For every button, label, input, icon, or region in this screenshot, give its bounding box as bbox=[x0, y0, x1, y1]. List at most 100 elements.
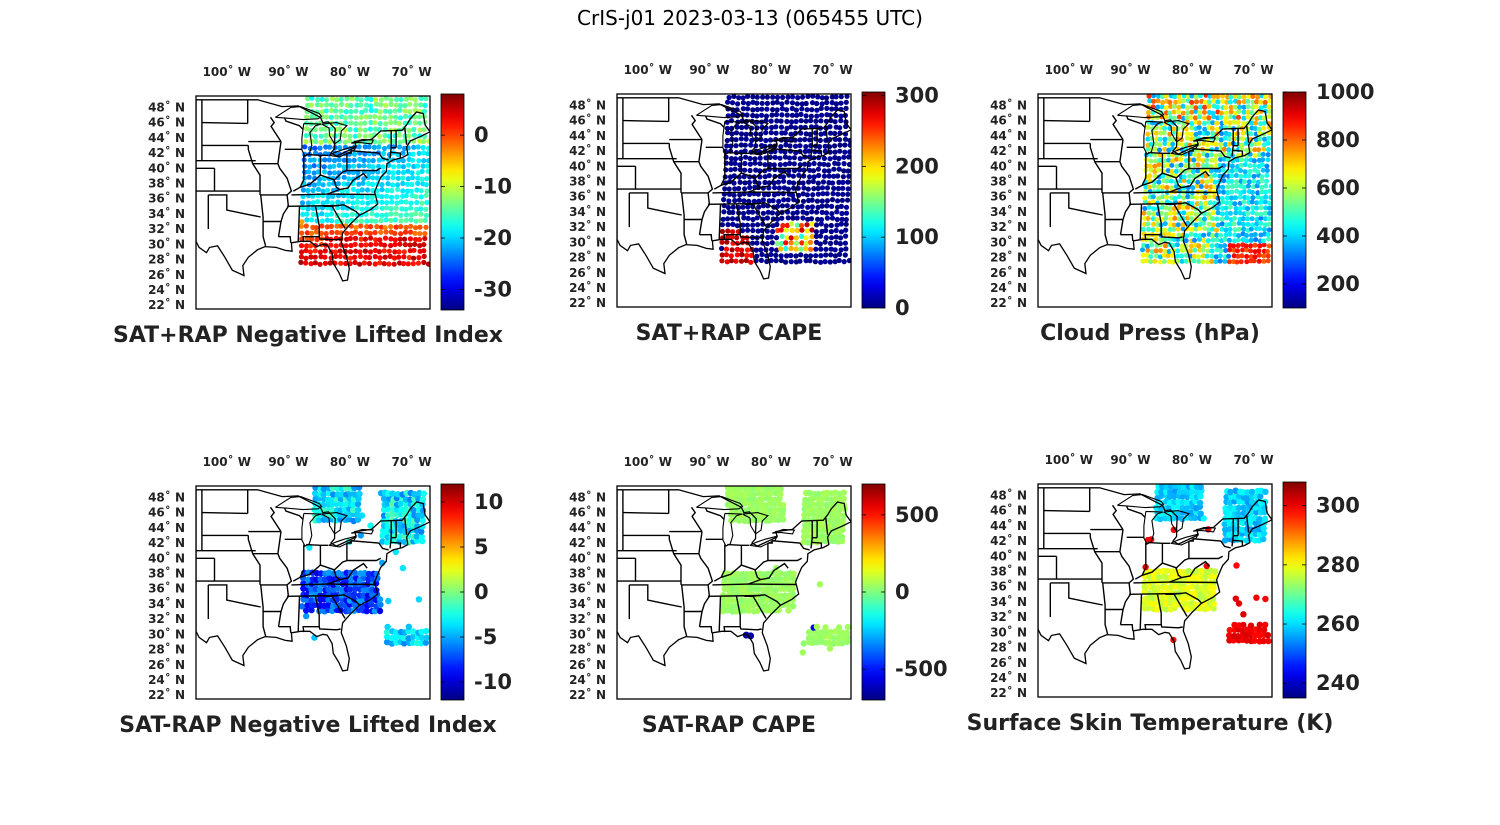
pixel bbox=[758, 136, 764, 142]
pixel bbox=[406, 127, 412, 133]
pixel bbox=[1176, 114, 1182, 120]
pixel bbox=[314, 237, 320, 243]
pixel bbox=[1247, 526, 1255, 533]
pixel bbox=[1162, 146, 1168, 152]
pixel bbox=[412, 97, 418, 103]
lat-tick-label: 22˚ N bbox=[569, 295, 606, 310]
pixel bbox=[1146, 94, 1152, 99]
state-border bbox=[1126, 115, 1146, 128]
pixel bbox=[1249, 110, 1255, 116]
pixel bbox=[1180, 142, 1185, 148]
pixel bbox=[346, 163, 352, 169]
pixel bbox=[770, 107, 776, 113]
pixel bbox=[383, 96, 389, 101]
pixel bbox=[835, 191, 841, 197]
lat-tick-label: 40˚ N bbox=[148, 550, 185, 565]
pixel bbox=[823, 252, 829, 258]
pixel bbox=[369, 591, 376, 598]
state-border bbox=[333, 169, 348, 181]
pixel bbox=[354, 500, 362, 508]
pixel bbox=[799, 649, 806, 656]
pixel bbox=[342, 486, 350, 492]
pixel bbox=[1215, 222, 1221, 228]
pixel bbox=[397, 144, 403, 150]
pixel bbox=[323, 97, 329, 103]
pixel bbox=[359, 194, 365, 200]
pixel bbox=[1145, 124, 1151, 130]
pixel bbox=[730, 112, 736, 118]
pixel bbox=[1212, 173, 1218, 178]
pixel bbox=[779, 112, 785, 118]
pixel bbox=[418, 211, 424, 217]
pixel bbox=[1194, 99, 1199, 105]
pixel bbox=[773, 252, 779, 258]
state-border bbox=[291, 174, 341, 196]
pixel bbox=[1211, 568, 1219, 575]
pixel bbox=[832, 119, 838, 125]
pixel bbox=[1200, 259, 1206, 265]
pixel bbox=[305, 96, 311, 102]
pixel bbox=[1253, 104, 1259, 110]
pixel bbox=[784, 125, 790, 131]
pixel bbox=[1223, 232, 1229, 238]
pixel bbox=[335, 175, 341, 181]
pixel bbox=[1204, 184, 1210, 190]
pixel bbox=[815, 94, 821, 100]
pixel bbox=[306, 174, 312, 180]
pixel bbox=[413, 225, 419, 231]
pixel bbox=[304, 211, 310, 217]
state-border bbox=[306, 543, 329, 546]
pixel bbox=[1256, 126, 1262, 132]
pixel bbox=[1223, 205, 1229, 211]
pixel bbox=[372, 247, 378, 254]
pixel bbox=[355, 486, 363, 491]
pixel bbox=[755, 228, 761, 234]
pixel bbox=[840, 174, 847, 180]
state-border bbox=[1120, 234, 1134, 241]
pixel bbox=[1191, 157, 1197, 163]
pixel bbox=[1241, 94, 1247, 100]
pixel bbox=[342, 115, 349, 121]
pixel bbox=[1248, 254, 1254, 260]
colorbar bbox=[1282, 481, 1307, 699]
pixel bbox=[1241, 226, 1247, 232]
pixel bbox=[729, 100, 736, 106]
pixel bbox=[725, 216, 731, 222]
lon-tick-label: 70˚ W bbox=[812, 62, 852, 77]
pixel bbox=[1171, 115, 1177, 121]
pixel bbox=[400, 180, 406, 187]
pixel bbox=[768, 118, 774, 124]
pixel bbox=[1200, 163, 1206, 168]
pixel bbox=[406, 133, 412, 139]
pixel bbox=[302, 607, 310, 614]
pixel bbox=[719, 222, 726, 228]
pixel bbox=[751, 198, 757, 204]
pixel bbox=[1235, 248, 1240, 254]
pixel bbox=[732, 186, 738, 192]
pixel bbox=[1262, 621, 1269, 628]
pixel bbox=[341, 157, 347, 163]
state-border bbox=[331, 205, 346, 229]
lat-tick-label: 40˚ N bbox=[569, 550, 606, 565]
pixel bbox=[797, 137, 803, 143]
lat-tick-label: 34˚ N bbox=[148, 596, 185, 611]
pixel bbox=[794, 101, 800, 107]
pixel bbox=[729, 216, 736, 222]
pixel bbox=[318, 254, 324, 260]
pixel bbox=[409, 181, 415, 187]
pixel bbox=[370, 175, 376, 181]
pixel bbox=[780, 502, 787, 509]
state-border bbox=[1050, 582, 1103, 606]
pixel bbox=[419, 168, 425, 174]
state-border bbox=[705, 115, 725, 128]
pixel bbox=[1232, 114, 1238, 120]
pixel bbox=[415, 175, 421, 181]
pixel bbox=[779, 506, 787, 513]
pixel bbox=[1219, 221, 1225, 227]
lake-outline bbox=[749, 143, 779, 156]
pixel bbox=[378, 218, 384, 224]
pixel bbox=[754, 113, 760, 119]
pixel bbox=[742, 142, 748, 148]
pixel bbox=[344, 218, 350, 224]
state-border bbox=[1044, 509, 1090, 513]
